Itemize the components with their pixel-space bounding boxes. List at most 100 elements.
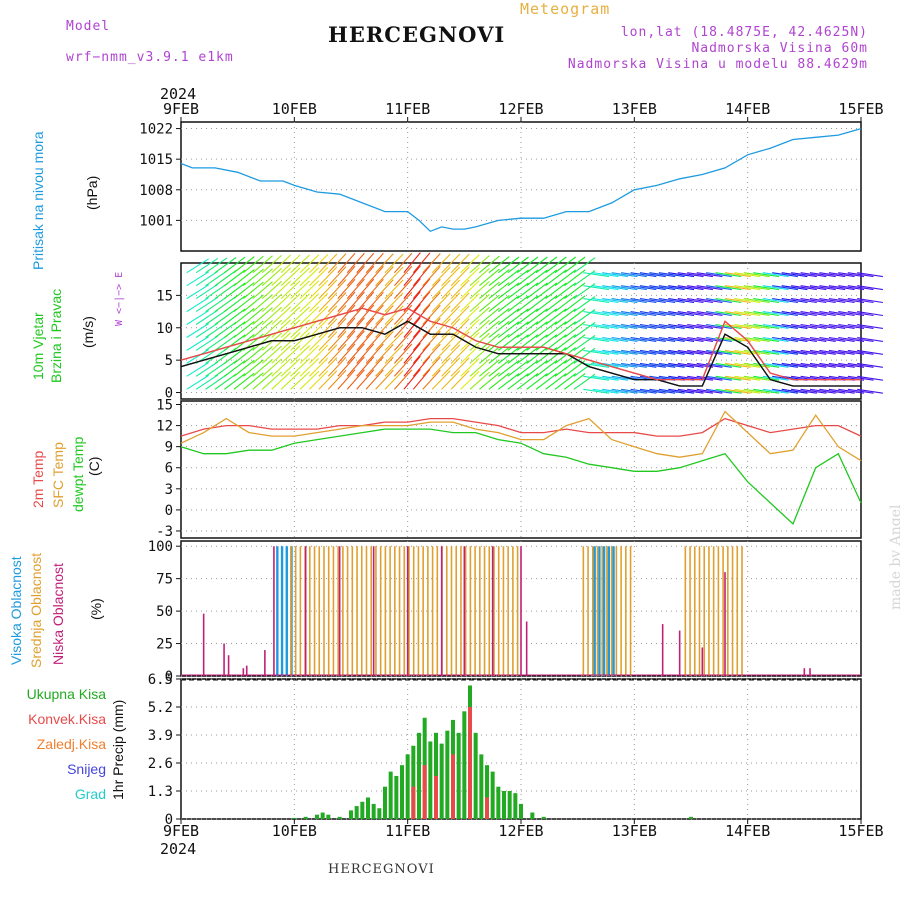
wind-speed-line-gust (180, 307, 861, 381)
wind-arrow (252, 358, 273, 377)
wind-arrow (791, 298, 817, 304)
wind-arrow (214, 295, 237, 313)
wind-arrow (356, 356, 375, 377)
wind-arrow (384, 292, 404, 312)
wind-arrow (545, 321, 567, 338)
wind-arrow (450, 370, 470, 390)
wind-arrow (233, 346, 255, 364)
wind-arrow (412, 265, 431, 287)
wind-arrow (412, 278, 431, 299)
y-tick-label: 25 (156, 637, 173, 653)
wind-arrow (205, 335, 228, 351)
wind-arrow (734, 349, 761, 355)
y-tick-label: 75 (156, 572, 173, 588)
wind-arrow (290, 306, 310, 325)
wind-arrow (299, 319, 320, 338)
wind-arrow (214, 308, 237, 325)
precip-bar (388, 771, 393, 819)
wind-arrow (224, 347, 246, 364)
wind-arrow (611, 272, 638, 278)
wind-arrow (460, 357, 480, 377)
wind-arrow (545, 373, 567, 390)
wind-arrow (356, 330, 375, 351)
wind-arrow (403, 278, 421, 299)
wind-arrow (573, 257, 596, 274)
wind-arrow (838, 349, 865, 355)
wind-arrow (309, 331, 329, 351)
wind-arrow (781, 272, 808, 278)
wind-arrow (205, 361, 228, 377)
altitude-text: Nadmorska Visina 60m (691, 41, 868, 56)
wind-arrow (602, 285, 628, 291)
wind-arrow (195, 361, 219, 377)
wind-arrow (800, 323, 827, 329)
wind-arrow (261, 254, 282, 274)
precip-bar (689, 816, 693, 819)
wind-arrow (526, 269, 548, 287)
wind-arrow (658, 285, 685, 291)
wind-arrow (318, 357, 338, 377)
wind-arrow (762, 285, 789, 291)
wind-arrow (772, 336, 798, 342)
wind-arrow (800, 349, 827, 355)
model-altitude-text: Nadmorska Visina u modelu 88.4629m (567, 57, 868, 72)
wind-arrow (677, 362, 704, 368)
wind-arrow (422, 304, 441, 325)
wind-arrow (460, 293, 480, 312)
wind-arrow (762, 349, 789, 355)
precip-bar (371, 803, 376, 819)
wind-arrow (375, 356, 394, 377)
wind-arrow (706, 298, 732, 304)
wind-arrow (488, 294, 510, 313)
wind-arrow (497, 373, 520, 390)
wind-arrow (687, 362, 713, 368)
wind-arrow (554, 347, 577, 364)
wind-arrow (781, 298, 808, 304)
x-tick-label-top: 10FEB (272, 100, 317, 118)
wind-arrow (309, 279, 329, 299)
wind-arrow (252, 281, 273, 300)
wind-arrow (242, 281, 264, 300)
wind-arrow (384, 318, 404, 338)
wind-arrow (450, 305, 470, 325)
wind-arrow (497, 321, 520, 338)
wind-arrow (337, 369, 356, 390)
wind-arrow (602, 375, 628, 381)
wind-arrow (516, 308, 539, 325)
wind-arrow (611, 349, 638, 355)
wind-arrow (356, 369, 375, 390)
precip-bar (337, 816, 342, 819)
wind-arrow (828, 336, 855, 342)
wind-arrow (762, 298, 789, 304)
wind-arrow (753, 285, 780, 291)
wind-arrow (526, 295, 548, 313)
wind-arrow (847, 362, 874, 368)
wind-arrow (696, 311, 723, 317)
wind-arrow (280, 267, 301, 287)
wind-arrow (564, 321, 586, 338)
wind-arrow (573, 373, 596, 390)
wind-arrow (280, 358, 301, 377)
wind-arrow (649, 311, 676, 317)
wind-arrow (290, 332, 310, 351)
wind-arrow (479, 268, 500, 287)
precip-bar (502, 791, 506, 819)
wind-arrow (393, 291, 413, 312)
wind-arrow (630, 272, 657, 278)
wind-arrow (753, 388, 780, 394)
precip-bar (445, 730, 450, 819)
wind-arrow (271, 254, 292, 274)
wind-arrow (224, 256, 246, 274)
wind-arrow (753, 298, 780, 304)
wind-arrow (583, 298, 610, 304)
wind-arrow (753, 375, 780, 381)
wind-arrow (516, 360, 539, 377)
wind-arrow (857, 323, 883, 329)
wind-arrow (271, 280, 292, 300)
wind-arrow (441, 357, 461, 377)
wind-arrow (592, 349, 619, 355)
wind-arrow (252, 255, 273, 274)
wind-arrow (545, 308, 567, 325)
wind-arrow (668, 362, 695, 368)
wind-arrow (696, 298, 723, 304)
